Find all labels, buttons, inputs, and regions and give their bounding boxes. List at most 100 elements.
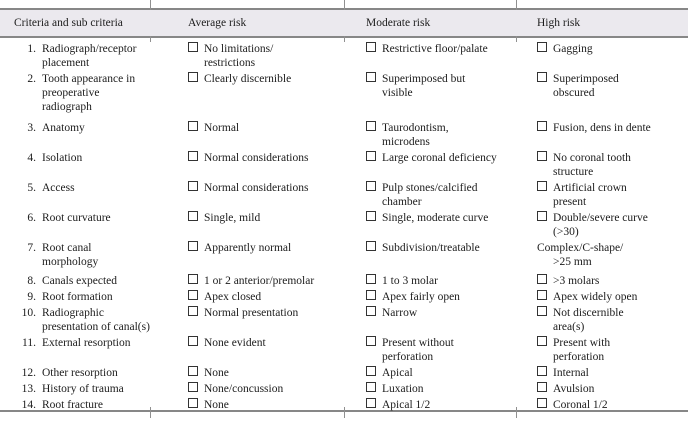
checkbox-icon[interactable] xyxy=(537,336,547,346)
option-label: Restrictive floor/palate xyxy=(382,43,488,55)
option-cell: Coronal 1/2 xyxy=(517,398,688,412)
option-cell: Restrictive floor/palate xyxy=(345,42,517,70)
option-label: None evident xyxy=(204,337,266,349)
checkbox-icon[interactable] xyxy=(537,306,547,316)
criteria-cell: 9. Root formation xyxy=(0,290,151,304)
row-number: 9. xyxy=(27,291,36,303)
option-cell: Avulsion xyxy=(517,382,688,396)
criteria-label: Isolation xyxy=(42,152,83,164)
checkbox-icon[interactable] xyxy=(188,121,198,131)
option-cell: Double/severe curve (>30) xyxy=(517,211,688,239)
checkbox-icon[interactable] xyxy=(537,382,547,392)
checkbox-icon[interactable] xyxy=(188,151,198,161)
table-row: 10. Radiographic presentation of canal(s)… xyxy=(0,304,688,334)
option-cell: Apical xyxy=(345,366,517,380)
option-label: Avulsion xyxy=(553,383,595,395)
criteria-label: Access xyxy=(42,182,75,194)
option-label: Luxation xyxy=(382,383,424,395)
option-cell: Single, mild xyxy=(151,211,345,239)
option-cell: 1 to 3 molar xyxy=(345,274,517,288)
checkbox-icon[interactable] xyxy=(366,398,376,408)
checkbox-icon[interactable] xyxy=(537,274,547,284)
option-cell: Gagging xyxy=(517,42,688,70)
option-label: Complex/C-shape/ >25 mm xyxy=(537,242,624,268)
option-label: Large coronal deficiency xyxy=(382,152,497,164)
option-label: Present with perforation xyxy=(553,337,611,363)
option-label: 1 or 2 anterior/premolar xyxy=(204,275,315,287)
criteria-label: Anatomy xyxy=(42,122,85,134)
checkbox-icon[interactable] xyxy=(366,336,376,346)
checkbox-icon[interactable] xyxy=(537,72,547,82)
checkbox-icon[interactable] xyxy=(366,181,376,191)
checkbox-icon[interactable] xyxy=(188,306,198,316)
checkbox-icon[interactable] xyxy=(537,290,547,300)
checkbox-icon[interactable] xyxy=(537,151,547,161)
checkbox-icon[interactable] xyxy=(537,42,547,52)
table-header-row: Criteria and sub criteria Average risk M… xyxy=(0,10,688,36)
option-label: >3 molars xyxy=(553,275,600,287)
option-label: Apical xyxy=(382,367,413,379)
checkbox-icon[interactable] xyxy=(537,366,547,376)
checkbox-icon[interactable] xyxy=(188,398,198,408)
option-label: Internal xyxy=(553,367,589,379)
option-label: Single, moderate curve xyxy=(382,212,489,224)
option-cell: Normal considerations xyxy=(151,151,345,179)
option-label: Superimposed but visible xyxy=(382,73,466,99)
checkbox-icon[interactable] xyxy=(188,336,198,346)
checkbox-icon[interactable] xyxy=(537,181,547,191)
criteria-label: Root curvature xyxy=(42,212,111,224)
checkbox-icon[interactable] xyxy=(366,366,376,376)
checkbox-icon[interactable] xyxy=(366,72,376,82)
checkbox-icon[interactable] xyxy=(366,151,376,161)
checkbox-icon[interactable] xyxy=(537,211,547,221)
option-cell: Present with perforation xyxy=(517,336,688,364)
criteria-cell: 1. Radiograph/receptor placement xyxy=(0,42,151,70)
row-number: 1. xyxy=(27,43,36,55)
checkbox-icon[interactable] xyxy=(188,382,198,392)
option-cell: Normal considerations xyxy=(151,181,345,209)
option-cell: No limitations/ restrictions xyxy=(151,42,345,70)
checkbox-icon[interactable] xyxy=(366,382,376,392)
checkbox-icon[interactable] xyxy=(188,42,198,52)
checkbox-icon[interactable] xyxy=(366,306,376,316)
checkbox-icon[interactable] xyxy=(366,121,376,131)
option-cell: Normal presentation xyxy=(151,306,345,334)
option-label: Normal xyxy=(204,122,240,134)
option-cell: None xyxy=(151,366,345,380)
option-label: Fusion, dens in dente xyxy=(553,122,651,134)
option-label: Apex widely open xyxy=(553,291,638,303)
column-header-average-risk: Average risk xyxy=(188,17,247,29)
criteria-cell: 3. Anatomy xyxy=(0,121,151,149)
criteria-label: Root formation xyxy=(42,291,113,303)
checkbox-icon[interactable] xyxy=(188,241,198,251)
checkbox-icon[interactable] xyxy=(366,42,376,52)
checkbox-icon[interactable] xyxy=(366,211,376,221)
checkbox-icon[interactable] xyxy=(188,274,198,284)
checkbox-icon[interactable] xyxy=(188,72,198,82)
checkbox-icon[interactable] xyxy=(188,366,198,376)
table-row: 6. Root curvature Single, mild Single, mode… xyxy=(0,209,688,239)
option-label: Apex fairly open xyxy=(382,291,460,303)
checkbox-icon[interactable] xyxy=(537,398,547,408)
option-cell: Single, moderate curve xyxy=(345,211,517,239)
table-row: 12. Other resorption None Apical Internal xyxy=(0,364,688,380)
column-header-criteria: Criteria and sub criteria xyxy=(14,17,123,29)
option-label: Single, mild xyxy=(204,212,261,224)
option-cell: Narrow xyxy=(345,306,517,334)
table-row: 4. Isolation Normal considerations Large co… xyxy=(0,149,688,179)
checkbox-icon[interactable] xyxy=(366,241,376,251)
option-cell: Pulp stones/calcified chamber xyxy=(345,181,517,209)
checkbox-icon[interactable] xyxy=(188,211,198,221)
criteria-label: Root fracture xyxy=(42,399,103,411)
table-row: 7. Root canal morphology Apparently normal… xyxy=(0,239,688,269)
option-cell: Internal xyxy=(517,366,688,380)
checkbox-icon[interactable] xyxy=(366,290,376,300)
option-label: None xyxy=(204,367,229,379)
checkbox-icon[interactable] xyxy=(188,290,198,300)
checkbox-icon[interactable] xyxy=(366,274,376,284)
checkbox-icon[interactable] xyxy=(537,121,547,131)
checkbox-icon[interactable] xyxy=(188,181,198,191)
row-number: 12. xyxy=(21,367,36,379)
option-cell: 1 or 2 anterior/premolar xyxy=(151,274,345,288)
table-row: 5. Access Normal considerations Pulp stones… xyxy=(0,179,688,209)
